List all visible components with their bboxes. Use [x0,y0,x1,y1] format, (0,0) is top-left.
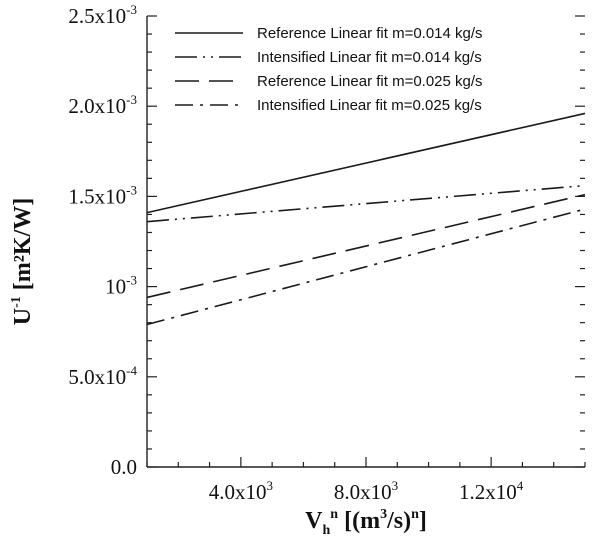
series-line-1 [146,112,586,214]
series-line-3 [146,193,586,299]
y-tick-label: 10-3 [105,273,137,299]
legend-label-3: Reference Linear fit m=0.025 kg/s [257,73,483,90]
x-axis-title: Vhn [(m3/s)n] [305,507,427,538]
x-tick-label: 4.0x103 [209,478,273,504]
legend: Reference Linear fit m=0.014 kg/s Intensi… [175,25,483,114]
y-axis-title: U-1 [m²K/W] [9,198,36,326]
y-tick-label: 2.5x10-3 [68,2,137,28]
y-tick-label: 5.0x10-4 [68,363,137,389]
y-tick-label: 0.0 [111,455,137,479]
x-tick-label: 8.0x103 [334,478,398,504]
y-tick-label: 2.0x10-3 [68,92,137,118]
axis-titles: Vhn [(m3/s)n] U-1 [m²K/W] [9,198,427,538]
legend-label-1: Reference Linear fit m=0.014 kg/s [257,25,483,42]
y-axis-title-group: U-1 [m²K/W] [9,198,36,326]
legend-label-4: Intensified Linear fit m=0.025 kg/s [257,97,482,114]
x-tick-label: 1.2x104 [459,478,524,504]
axes-layer: 0.0 5.0x10-4 10-3 1.5x10-3 2.0x10-3 2.5x10-3 4… [68,2,586,504]
y-tick-label: 1.5x10-3 [68,182,137,208]
legend-label-2: Intensified Linear fit m=0.014 kg/s [257,49,482,66]
series-layer [146,112,586,326]
series-line-4 [146,208,586,326]
series-line-2 [146,184,586,223]
